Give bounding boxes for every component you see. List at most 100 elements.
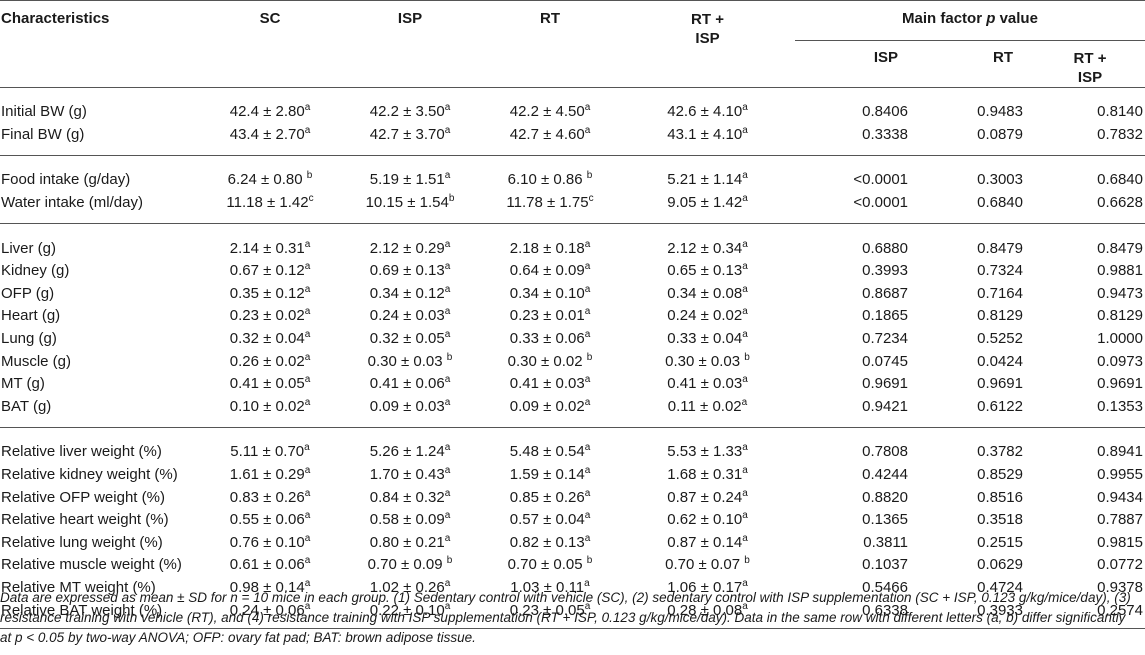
cell-p-rt: 0.5252 [977,330,1023,348]
cell-letter: a [742,306,748,318]
cell-letter: a [742,442,748,454]
cell-value: 0.55 ± 0.06 [229,511,305,529]
cell-value: 0.83 ± 0.26 [229,488,305,506]
table-row: Heart (g) 0.23 ± 0.02a 0.24 ± 0.03a 0.23 ± … [0,305,1145,328]
table-row: MT (g) 0.41 ± 0.05a 0.41 ± 0.06a 0.41 ± 0.0… [0,373,1145,396]
cell-value: 0.09 ± 0.02 [509,397,585,415]
cell-value: 0.35 ± 0.12 [229,284,305,302]
header-p-isp: ISP [873,49,898,66]
cell-value: 0.67 ± 0.12 [229,262,305,280]
cell-letter: a [304,283,311,295]
cell-rtisp: 0.34 ± 0.08a [620,283,795,306]
cell-sc: 0.32 ± 0.04a [200,328,340,351]
cell-sc: 0.83 ± 0.26a [200,486,340,509]
cell-value: 0.61 ± 0.06 [229,556,305,574]
cell-letter: a [584,577,590,589]
cell-value: 0.30 ± 0.03 [367,352,447,370]
cell-value: 5.53 ± 1.33 [667,443,743,461]
header-rt: RT [540,10,560,27]
cell-isp: 0.34 ± 0.12a [340,283,480,306]
cell-p-isp: <0.0001 [853,194,908,212]
cell-value: 5.11 ± 0.70 [230,443,305,461]
cell-rt: 0.82 ± 0.13a [480,532,620,555]
cell-p-isp: 0.3811 [863,533,908,551]
cell-letter: a [584,442,591,454]
table-row: Initial BW (g) 42.4 ± 2.80a 42.2 ± 3.50a 42… [0,88,1145,124]
cell-value: 0.70 ± 0.05 [507,556,587,574]
cell-sc: 0.67 ± 0.12a [200,260,340,283]
row-label: Relative liver weight (%) [1,443,162,461]
cell-p-isp: 0.0745 [862,352,908,370]
cell-letter: a [584,329,591,341]
table-body: Initial BW (g) 42.4 ± 2.80a 42.2 ± 3.50a 42… [0,88,1145,629]
header-p-rt-isp: RT + ISP [1035,41,1145,88]
cell-value: 0.32 ± 0.04 [229,330,305,348]
table-row: Relative lung weight (%) 0.76 ± 0.10a 0.80… [0,532,1145,555]
cell-letter: a [584,102,591,114]
cell-p-isp: 0.3338 [862,125,908,143]
cell-sc: 0.41 ± 0.05a [200,373,340,396]
cell-letter: a [584,374,591,386]
cell-sc: 0.35 ± 0.12a [200,283,340,306]
cell-p-rtisp: 0.7832 [1097,125,1143,143]
cell-value: 11.78 ± 1.75 [506,194,589,212]
cell-value: 1.68 ± 0.31 [667,466,743,484]
main-factor-p: p [986,10,996,27]
cell-p-rt: 0.8529 [977,466,1023,484]
row-label: Water intake (ml/day) [1,194,143,212]
cell-value: 42.7 ± 4.60 [509,125,585,143]
cell-letter: a [742,329,748,341]
cell-value: 0.87 ± 0.24 [667,488,743,506]
cell-rt: 11.78 ± 1.75c [480,192,620,224]
cell-letter: a [304,442,310,454]
cell-letter: a [444,124,451,136]
cell-letter: b [744,351,750,363]
cell-letter: a [742,510,748,522]
cell-value: 42.6 ± 4.10 [667,103,743,121]
cell-value: 0.34 ± 0.08 [667,284,743,302]
cell-p-isp: 0.1037 [862,556,908,574]
cell-value: 0.22 ± 0.10 [369,601,445,619]
cell-p-rt: 0.0629 [977,556,1023,574]
footnote-text-1: Data are expressed as mean ± SD for n = … [0,590,1131,645]
cell-p-rtisp: 1.0000 [1097,330,1143,348]
cell-value: 0.98 ± 0.14 [229,578,305,596]
table-row: Food intake (g/day) 6.24 ± 0.80 b 5.19 ± 1… [0,155,1145,192]
row-label: Food intake (g/day) [1,171,131,189]
cell-letter: a [742,261,748,273]
cell-p-rtisp: 0.0973 [1097,352,1143,370]
cell-letter: a [742,238,748,250]
cell-letter: a [304,102,311,114]
cell-p-rt: 0.3782 [977,443,1023,461]
cell-letter: a [304,351,311,363]
cell-value: 0.82 ± 0.13 [509,533,585,551]
cell-rtisp: 0.28 ± 0.08a [620,599,795,628]
cell-p-rt: 0.8129 [977,307,1023,325]
cell-p-isp: 0.7808 [862,443,908,461]
cell-isp: 0.58 ± 0.09a [340,509,480,532]
cell-rtisp: 0.24 ± 0.02a [620,305,795,328]
cell-value: 5.21 ± 1.14 [667,171,743,189]
header-rt-isp: RT + ISP [620,1,795,88]
cell-letter: a [444,487,451,499]
cell-rtisp: 0.87 ± 0.24a [620,486,795,509]
cell-sc: 0.76 ± 0.10a [200,532,340,555]
cell-p-rtisp: 0.9434 [1097,488,1143,506]
cell-rtisp: 42.6 ± 4.10a [620,88,795,124]
row-label: Liver (g) [1,239,57,257]
cell-letter: a [444,532,451,544]
cell-value: 0.11 ± 0.02 [667,397,742,415]
cell-rtisp: 5.53 ± 1.33a [620,428,795,464]
cell-isp: 0.41 ± 0.06a [340,373,480,396]
cell-p-rtisp: 0.9815 [1097,533,1143,551]
cell-letter: a [444,170,451,182]
cell-rt: 0.41 ± 0.03a [480,373,620,396]
cell-p-rt: 0.8516 [977,488,1023,506]
cell-letter: a [742,374,748,386]
cell-value: 0.41 ± 0.03 [509,375,585,393]
cell-value: 6.24 ± 0.80 [227,171,307,189]
cell-rtisp: 9.05 ± 1.42a [620,192,795,224]
cell-p-rt: 0.6840 [977,194,1023,212]
cell-rt: 0.70 ± 0.05 b [480,554,620,577]
